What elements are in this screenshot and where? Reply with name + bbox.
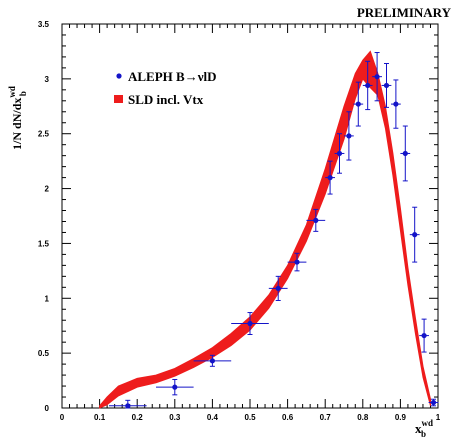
aleph-marker — [275, 285, 281, 292]
x-tick-label: 1 — [436, 413, 441, 422]
aleph-point — [362, 60, 373, 111]
svg-text:xwdb: xwd b — [415, 418, 433, 439]
sld-band-layer — [99, 50, 431, 409]
x-axis-title: xwd b — [415, 418, 433, 439]
x-axis-title-sup: wd — [422, 418, 434, 428]
aleph-point — [353, 81, 364, 127]
aleph-marker — [209, 358, 215, 364]
y-tick-label: 0.5 — [38, 349, 50, 358]
x-tick-label: 0.7 — [320, 413, 332, 422]
aleph-marker — [412, 232, 418, 238]
x-tick-label: 0.1 — [94, 413, 106, 422]
aleph-point — [372, 52, 382, 102]
aleph-marker — [365, 82, 371, 89]
aleph-point — [231, 312, 269, 335]
legend-label-sld: SLD incl. Vtx — [128, 92, 204, 107]
aleph-marker — [402, 150, 408, 157]
aleph-point — [193, 354, 232, 367]
aleph-marker — [125, 403, 131, 409]
aleph-point — [325, 160, 335, 195]
y-tick-label: 3.5 — [38, 20, 50, 29]
x-tick-label: 0.8 — [357, 413, 369, 422]
aleph-marker — [327, 175, 333, 181]
plot-frame — [61, 23, 439, 409]
y-tick-label: 2 — [45, 185, 50, 194]
sld-band — [99, 50, 431, 409]
y-tick-label: 0 — [45, 404, 50, 413]
legend-marker-aleph — [116, 73, 122, 79]
aleph-point — [109, 399, 147, 409]
x-tick-label: 0.2 — [132, 413, 144, 422]
aleph-marker — [336, 150, 343, 157]
aleph-marker — [393, 101, 399, 107]
aleph-point — [334, 133, 345, 174]
x-tick-label: 0 — [60, 413, 65, 422]
aleph-point — [391, 79, 401, 129]
aleph-point — [428, 398, 439, 407]
x-tick-label: 0.5 — [244, 413, 256, 422]
aleph-point — [409, 206, 420, 263]
aleph-marker — [374, 74, 380, 80]
x-tick-label: 0.9 — [395, 413, 407, 422]
aleph-point — [156, 378, 194, 396]
x-tick-label: 0.3 — [169, 413, 181, 422]
legend: ALEPH B→νlD SLD incl. Vtx — [114, 69, 217, 107]
y-tick-label: 2.5 — [38, 130, 50, 139]
aleph-marker — [313, 217, 319, 223]
aleph-marker — [247, 320, 253, 327]
aleph-point — [287, 252, 307, 272]
legend-marker-sld — [114, 95, 123, 103]
x-axis-title-main: x — [415, 421, 422, 436]
aleph-marker — [294, 259, 300, 265]
aleph-point — [419, 318, 429, 353]
y-axis-title-main: 1/N dN/dx — [10, 98, 24, 150]
y-axis-title: 1/N dN/dxwdb — [7, 86, 28, 150]
y-tick-label: 1.5 — [38, 239, 50, 248]
aleph-point — [344, 111, 354, 161]
x-tick-label: 0.4 — [207, 413, 219, 422]
y-axis-title-sub: b — [18, 91, 28, 96]
header-label: PRELIMINARY — [357, 5, 452, 20]
aleph-marker — [346, 133, 352, 139]
y-axis: 0 0.5 1 1.5 2 2.5 3 3.5 — [38, 20, 438, 413]
aleph-point — [306, 208, 326, 232]
y-tick-label: 1 — [45, 294, 50, 303]
aleph-marker — [430, 399, 437, 406]
aleph-point — [381, 62, 392, 108]
aleph-point — [268, 275, 288, 301]
svg-text:1/N dN/dxwdb: 1/N dN/dxwdb — [7, 86, 28, 150]
legend-label-aleph: ALEPH B→νlD — [128, 69, 217, 84]
aleph-points-layer — [109, 52, 439, 409]
y-tick-label: 3 — [45, 75, 50, 84]
aleph-marker — [355, 101, 361, 107]
aleph-point — [400, 125, 411, 182]
x-tick-label: 0.6 — [282, 413, 294, 422]
y-axis-title-sup: wd — [7, 86, 17, 98]
aleph-marker — [172, 384, 178, 390]
x-axis-title-sub: b — [421, 429, 426, 439]
aleph-marker — [421, 332, 427, 339]
aleph-marker — [383, 82, 390, 89]
x-axis: 0 0.1 0.2 0.3 0.4 0.5 0.6 0.7 0.8 0.9 1 — [60, 24, 441, 422]
